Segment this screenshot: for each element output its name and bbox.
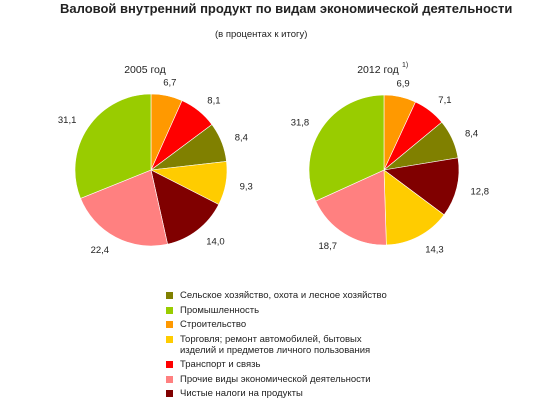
legend-swatch	[166, 335, 173, 343]
legend-swatch	[166, 375, 173, 383]
legend-item: Транспорт и связь	[166, 359, 387, 370]
pie-slice	[150, 169, 220, 245]
footnote-marker: 1)	[402, 62, 408, 69]
slice-value-label: 9,3	[240, 182, 253, 193]
legend-label: Торговля; ремонт автомобилей, бытовых из…	[180, 333, 371, 356]
pie-2: 6,9 7,1 8,4 12,8 14,3 18,7 31,8	[291, 79, 489, 256]
slice-value-label: 12,8	[471, 187, 490, 198]
legend-swatch	[166, 306, 173, 314]
slice-value-label: 7,1	[438, 95, 451, 106]
pie-year-label: 2005 год	[124, 64, 166, 76]
slice-value-label: 8,1	[207, 95, 220, 106]
pie-slice	[308, 94, 385, 202]
legend-item: Промышленность	[166, 305, 387, 316]
legend-label: Чистые налоги на продукты	[180, 388, 303, 399]
slice-value-label: 8,4	[465, 129, 478, 140]
legend-swatch	[166, 361, 173, 368]
slice-value-label: 6,7	[163, 78, 176, 89]
legend-label: Транспорт и связь	[180, 359, 261, 370]
chart-title: Валовой внутренний продукт по видам экон…	[60, 1, 513, 16]
pie-charts: 6,7 8,1 8,4 9,3 14,0 22,4 31,1 2005 год 6,9 7,1 8,…	[58, 62, 489, 257]
legend-item: Сельское хозяйство, охота и лесное хозяй…	[166, 290, 387, 301]
pie-slice	[74, 93, 152, 199]
pie-slice	[383, 157, 460, 216]
legend-item: Прочие виды экономической деятельности	[166, 374, 387, 385]
legend-swatch	[166, 321, 173, 328]
pie-slice	[383, 169, 445, 246]
legend-item: Чистые налоги на продукты	[166, 388, 387, 399]
slice-value-label: 8,4	[235, 132, 248, 143]
legend: Сельское хозяйство, охота и лесное хозяй…	[166, 290, 387, 403]
legend-swatch	[166, 390, 173, 397]
legend-label: Прочие виды экономической деятельности	[180, 373, 371, 385]
legend-label: Строительство	[180, 319, 247, 330]
chart-subtitle: (в процентах к итогу)	[215, 29, 308, 40]
pie-slice	[80, 169, 168, 247]
slice-value-label: 22,4	[91, 245, 110, 256]
legend-item: Строительство	[166, 319, 387, 330]
slice-value-label: 6,9	[396, 79, 409, 90]
slice-value-label: 31,1	[58, 115, 77, 126]
slice-value-label: 18,7	[319, 241, 338, 252]
pie-year-label: 2012 год	[357, 64, 399, 76]
pie-1: 6,7 8,1 8,4 9,3 14,0 22,4 31,1	[58, 78, 253, 257]
slice-value-label: 31,8	[291, 117, 310, 128]
pie-slice	[315, 169, 387, 246]
legend-swatch	[166, 292, 173, 299]
legend-item: Торговля; ремонт автомобилей, бытовых из…	[166, 334, 387, 356]
slice-value-label: 14,0	[206, 237, 225, 248]
legend-label: Сельское хозяйство, охота и лесное хозяй…	[180, 290, 387, 301]
slice-value-label: 14,3	[425, 244, 444, 255]
legend-label: Промышленность	[180, 304, 260, 316]
